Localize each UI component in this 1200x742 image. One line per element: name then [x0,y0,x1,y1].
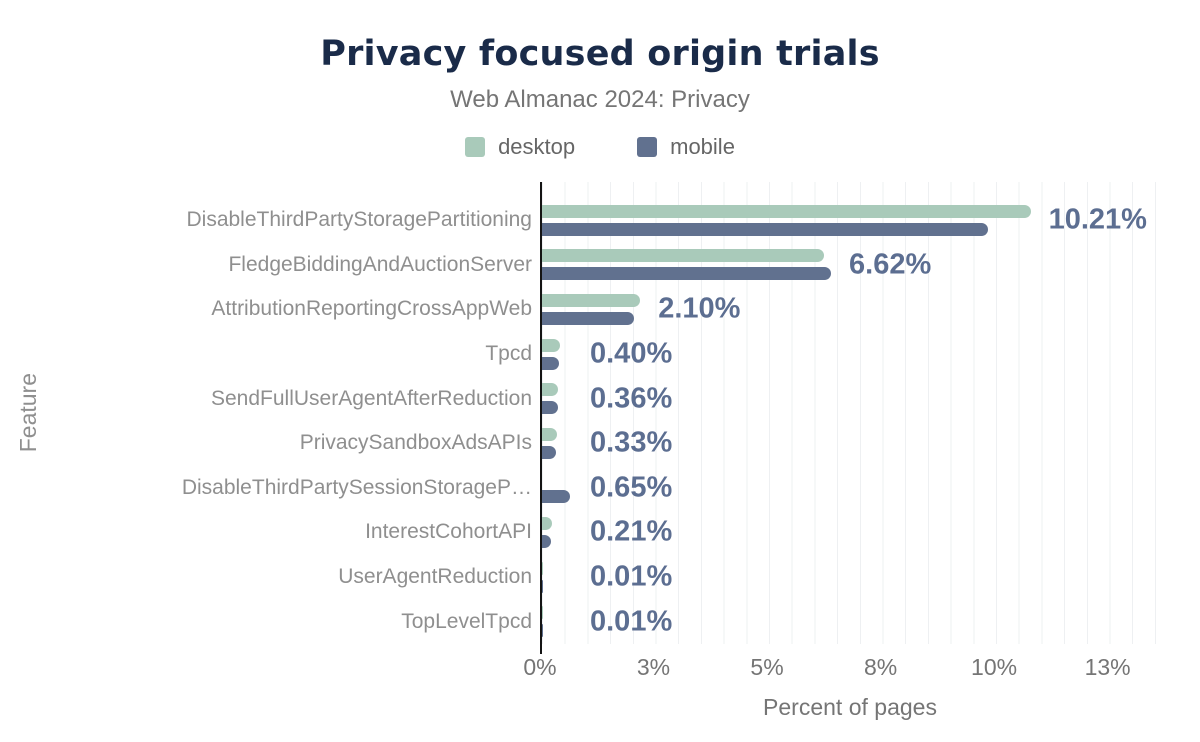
chart-title: Privacy focused origin trials [320,34,880,74]
desktop-bar [542,516,553,530]
mobile-bar [542,222,988,236]
chart: Feature DisableThirdPartyStoragePartitio… [0,182,1200,721]
bar-row: 0.65% [542,466,1160,511]
plot-column: 10.21% 6.62% 2.10% 0.40% 0.36% 0.33% 0.65% 0.21… [523,182,1160,721]
bar-row: 0.01% [542,599,1160,644]
value-label: 10.21% [1048,203,1147,236]
x-tick-label: 3% [636,654,671,680]
mobile-bar [542,267,832,281]
plot-area: 10.21% 6.62% 2.10% 0.40% 0.36% 0.33% 0.65% 0.21… [540,182,1160,654]
category-label: Tpcd [485,342,532,366]
desktop-bar [542,338,560,352]
value-label: 0.21% [590,515,673,548]
value-label: 0.33% [590,426,673,459]
legend-item-mobile: mobile [637,134,735,160]
value-label: 2.10% [658,292,741,325]
category-label: InterestCohortAPI [365,520,532,544]
bar-row: 0.01% [542,555,1160,600]
axis-zero-tick [540,644,542,654]
legend-swatch-icon [637,137,658,157]
legend-label: desktop [498,134,576,159]
category-label: DisableThirdPartySessionStorageP… [181,475,532,499]
bar-row: 0.21% [542,510,1160,555]
value-label: 0.40% [590,337,673,370]
desktop-bar [542,427,557,441]
y-axis-title: Feature [14,373,41,453]
category-label: DisableThirdPartyStoragePartitioning [186,208,532,232]
y-axis-title-column: Feature [0,182,56,644]
bar-row: 0.40% [542,332,1160,377]
mobile-bar [542,490,571,504]
bar-row: 2.10% [542,287,1160,332]
value-label: 6.62% [849,248,932,281]
category-label: SendFullUserAgentAfterReduction [210,386,532,410]
category-label: PrivacySandboxAdsAPIs [299,431,532,455]
category-label: UserAgentReduction [338,565,532,589]
desktop-bar [542,204,1031,218]
mobile-bar [542,356,560,370]
value-label: 0.01% [590,605,673,638]
desktop-bar [542,383,559,397]
value-label: 0.36% [590,382,673,415]
desktop-bar [542,249,824,263]
legend-label: mobile [670,134,735,159]
category-labels: DisableThirdPartyStoragePartitioning Fled… [56,182,540,644]
value-label: 0.01% [590,560,673,593]
x-tick-label: 8% [863,654,898,680]
mobile-bar [542,401,558,415]
mobile-bar [542,445,557,459]
x-tick-label: 5% [750,654,784,680]
x-tick-label: 13% [1084,654,1131,680]
x-tick-label: 10% [971,654,1018,680]
x-axis-title: Percent of pages [763,694,937,720]
legend-swatch-icon [465,137,486,157]
x-axis-ticks: 0% 3% 5% 8% 10% 13% [523,654,1160,680]
bar-row: 0.33% [542,421,1160,466]
category-label: TopLevelTpcd [401,609,532,633]
value-label: 0.65% [590,471,673,504]
bar-row: 6.62% [542,243,1160,288]
x-tick-label: 0% [523,654,557,680]
bar-row: 10.21% [542,198,1160,243]
category-label: FledgeBiddingAndAuctionServer [228,252,532,276]
category-label: AttributionReportingCrossAppWeb [211,297,532,321]
legend-item-desktop: desktop [465,134,575,160]
mobile-bar [542,311,634,325]
chart-subtitle: Web Almanac 2024: Privacy [450,86,750,113]
desktop-bar [542,293,641,307]
legend: desktop mobile [0,134,1200,160]
bar-row: 0.36% [542,376,1160,421]
mobile-bar [542,534,552,548]
